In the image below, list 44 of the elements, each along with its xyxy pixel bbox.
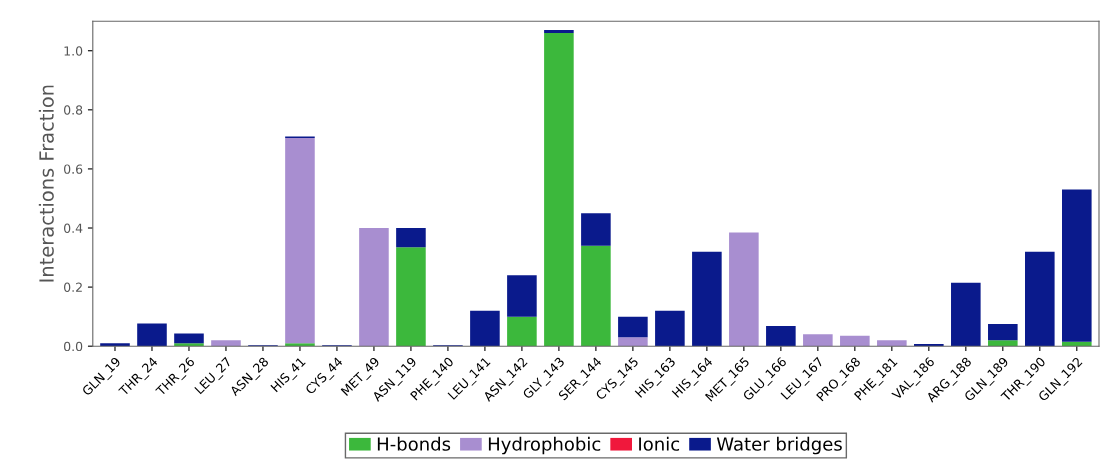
bar	[618, 316, 648, 338]
y-tick-label: 0.8	[64, 105, 83, 115]
y-tick-label: 0.4	[64, 223, 83, 233]
bar	[692, 251, 722, 347]
bar	[803, 334, 833, 347]
bar	[211, 340, 241, 347]
bar	[988, 340, 1018, 347]
legend-label: Water bridges	[716, 436, 842, 455]
bar	[951, 282, 981, 347]
y-tick-label: 0.2	[64, 282, 82, 293]
bar	[766, 326, 796, 347]
bar	[359, 228, 389, 347]
bar	[1025, 251, 1055, 347]
bar	[470, 310, 500, 347]
bar	[840, 335, 870, 347]
legend-label: H-bonds	[377, 436, 451, 451]
bar	[729, 232, 759, 347]
bar	[396, 228, 426, 248]
bar	[544, 30, 574, 34]
legend-label: Hydrophobic	[488, 436, 601, 455]
bar	[914, 344, 944, 347]
bar	[174, 333, 204, 344]
bar	[1062, 189, 1092, 342]
bar	[507, 275, 537, 317]
bar	[988, 324, 1018, 341]
bar	[507, 316, 537, 347]
bar	[396, 247, 426, 347]
bar	[581, 245, 611, 347]
bar	[581, 213, 611, 246]
bar	[285, 137, 315, 344]
bar	[618, 337, 648, 347]
legend-label: Ionic	[639, 436, 680, 451]
bar	[137, 323, 167, 347]
y-tick-label: 0.6	[64, 164, 83, 174]
bar	[655, 310, 685, 347]
bar	[1062, 341, 1092, 347]
y-tick-label: 1.0	[64, 46, 83, 56]
bar	[174, 343, 204, 347]
bar	[100, 343, 130, 347]
y-tick-label: 0.0	[64, 341, 83, 352]
bar	[544, 33, 574, 347]
y-axis-title: Interactions Fraction	[38, 85, 54, 282]
bar	[285, 343, 315, 347]
bar	[877, 340, 907, 347]
